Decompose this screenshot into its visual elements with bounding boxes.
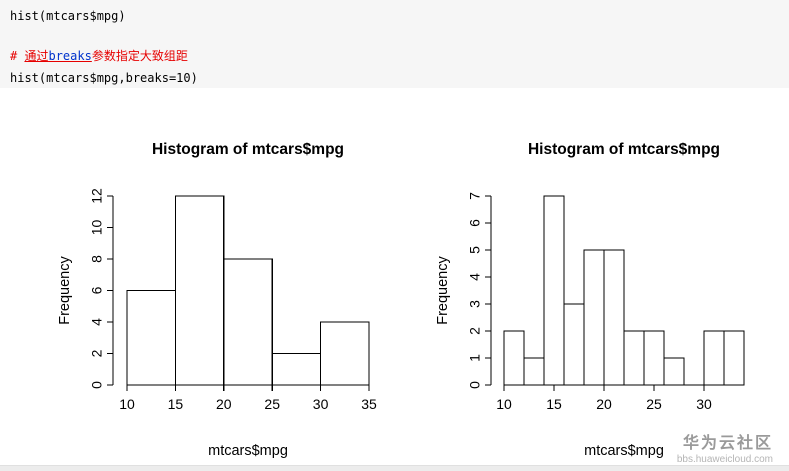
- horizontal-scrollbar[interactable]: [0, 465, 789, 471]
- svg-text:4: 4: [467, 273, 483, 281]
- histogram-default: Histogram of mtcars$mpg 10 15 20 25 30 35 0 2 4 6 8…: [57, 141, 377, 459]
- svg-text:25: 25: [646, 396, 662, 412]
- watermark: 华为云社区 bbs.huaweicloud.com: [677, 429, 773, 465]
- comment-text: 通过: [24, 49, 49, 63]
- svg-text:mtcars$mpg: mtcars$mpg: [208, 443, 288, 459]
- code-comment-line: # 通过breaks参数指定大致组距: [10, 48, 779, 64]
- histogram-breaks10: Histogram of mtcars$mpg 10 15 20 25 30 0 1 2 3 4 5 6…: [435, 141, 745, 459]
- svg-text:1: 1: [467, 354, 483, 362]
- svg-text:15: 15: [168, 396, 184, 412]
- svg-text:20: 20: [216, 396, 232, 412]
- svg-text:5: 5: [467, 246, 483, 254]
- svg-text:2: 2: [89, 349, 105, 357]
- svg-text:Histogram of mtcars$mpg: Histogram of mtcars$mpg: [152, 141, 344, 158]
- svg-text:10: 10: [119, 396, 135, 412]
- svg-text:8: 8: [89, 255, 105, 263]
- comment-hash: #: [10, 49, 25, 63]
- svg-text:10: 10: [89, 220, 105, 236]
- code-text: hist(mtcars$mpg): [10, 9, 126, 23]
- svg-text:10: 10: [496, 396, 512, 412]
- svg-text:30: 30: [696, 396, 712, 412]
- svg-text:6: 6: [89, 286, 105, 294]
- watermark-url: bbs.huaweicloud.com: [676, 454, 773, 465]
- svg-text:15: 15: [546, 396, 562, 412]
- code-line-1: hist(mtcars$mpg): [10, 8, 779, 24]
- svg-text:0: 0: [467, 381, 483, 389]
- svg-text:20: 20: [596, 396, 612, 412]
- svg-text:25: 25: [264, 396, 280, 412]
- watermark-title: 华为云社区: [682, 435, 773, 452]
- svg-text:7: 7: [467, 192, 483, 200]
- svg-text:6: 6: [467, 219, 483, 227]
- svg-text:12: 12: [89, 188, 105, 204]
- svg-text:Frequency: Frequency: [435, 256, 451, 325]
- svg-text:3: 3: [467, 300, 483, 308]
- comment-keyword-breaks: breaks: [48, 49, 92, 63]
- svg-text:2: 2: [467, 327, 483, 335]
- comment-text-2: 参数指定大致组距: [91, 49, 188, 63]
- svg-text:35: 35: [361, 396, 377, 412]
- svg-text:30: 30: [313, 396, 329, 412]
- svg-text:Histogram of mtcars$mpg: Histogram of mtcars$mpg: [528, 141, 720, 158]
- charts-area: Histogram of mtcars$mpg 10 15 20 25 30 35 0 2 4 6 8…: [0, 88, 789, 471]
- svg-text:mtcars$mpg: mtcars$mpg: [584, 443, 664, 459]
- svg-text:Frequency: Frequency: [57, 256, 73, 325]
- code-text: hist(mtcars$mpg,breaks=10): [10, 71, 198, 85]
- svg-text:4: 4: [89, 318, 105, 326]
- code-block: hist(mtcars$mpg) # 通过breaks参数指定大致组距 hist…: [0, 0, 789, 88]
- code-line-2: hist(mtcars$mpg,breaks=10): [10, 70, 779, 86]
- svg-text:0: 0: [89, 381, 105, 389]
